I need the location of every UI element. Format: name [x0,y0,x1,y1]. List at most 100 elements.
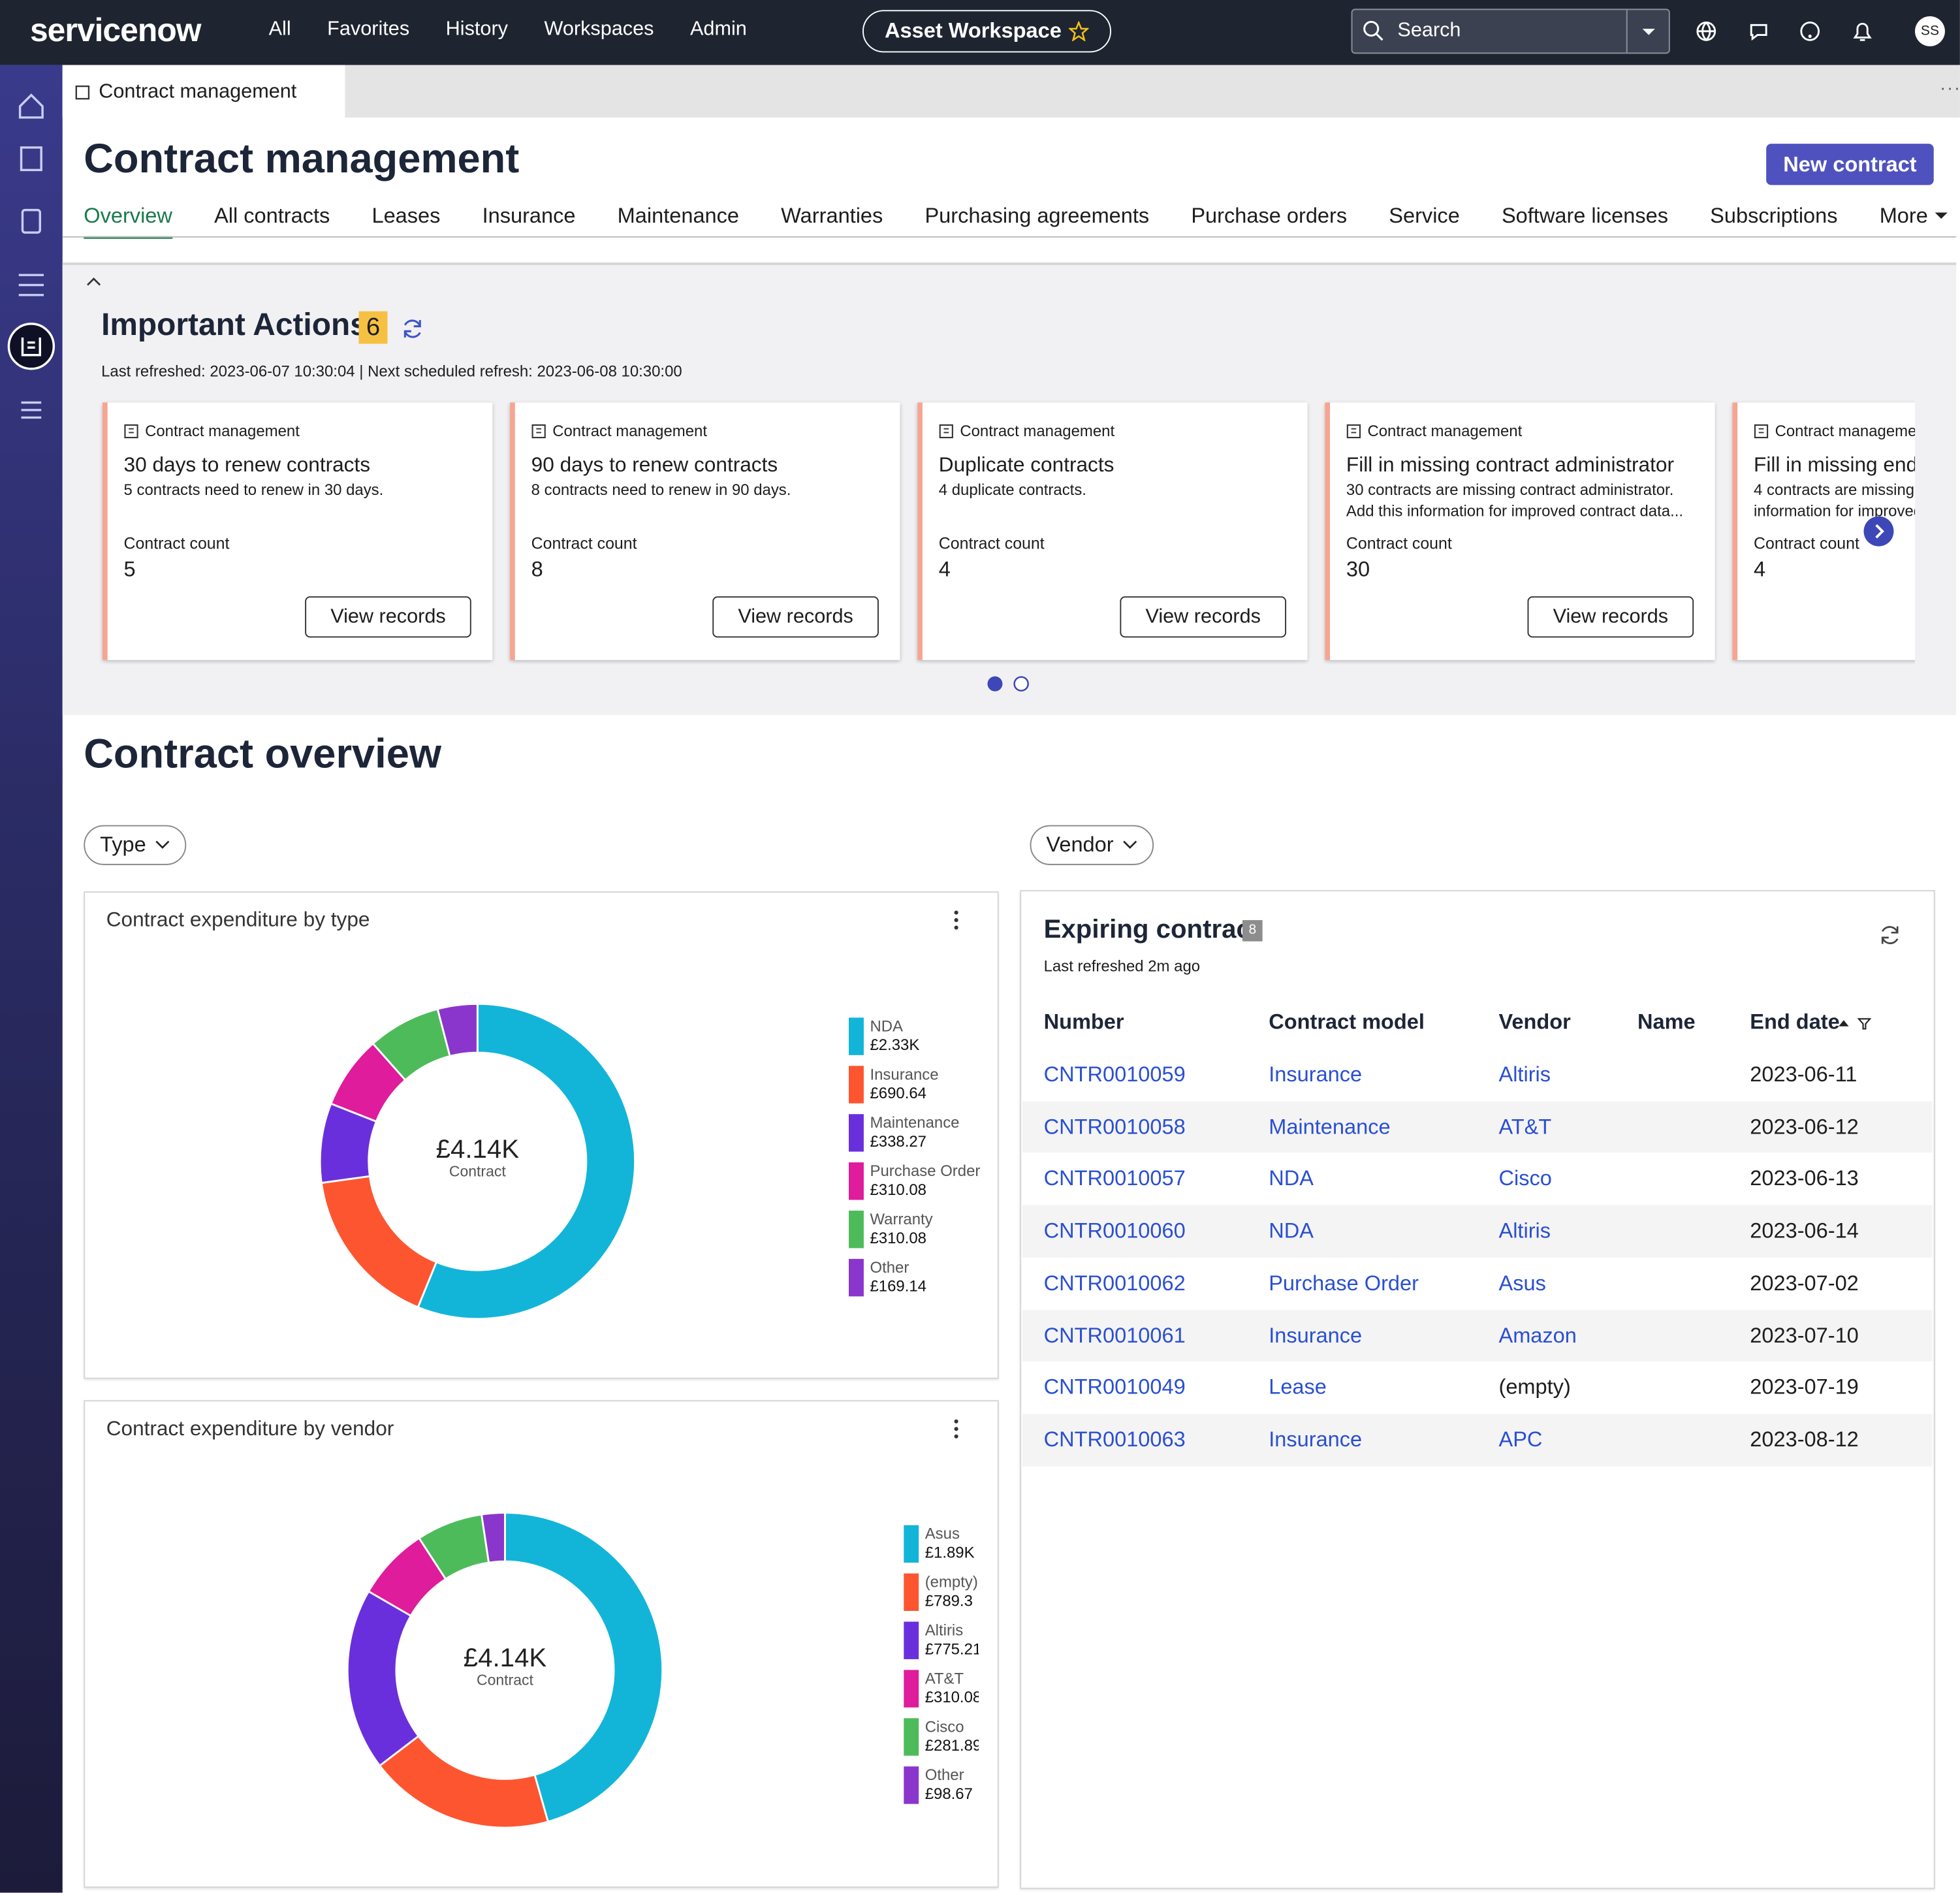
row-stripe [1022,1205,1933,1258]
open-tab-label: Contract management [99,81,297,103]
tabs-divider [62,236,1957,238]
page-tab[interactable]: Maintenance [618,204,739,239]
table-cell[interactable]: CNTR0010049 [1043,1375,1186,1399]
refresh-icon[interactable] [1878,923,1903,947]
column-header[interactable]: Contract model [1269,1010,1425,1034]
table-cell[interactable]: Amazon [1498,1323,1577,1347]
view-records-button[interactable]: View records [1120,596,1287,638]
refresh-icon[interactable] [400,316,425,341]
kebab-dot [954,910,958,915]
page-tab[interactable]: Purchase orders [1191,204,1347,239]
card-source: Contract management [1754,422,1915,440]
view-records-button[interactable]: View records [1527,596,1694,638]
card-count-label: Contract count [123,533,230,553]
card-source: Contract management [531,422,707,440]
column-header[interactable]: Vendor [1498,1010,1571,1034]
avatar[interactable]: SS [1915,16,1945,46]
nav-item[interactable]: Admin [689,18,747,40]
contract-icon[interactable] [7,323,55,370]
dot[interactable] [1013,676,1029,692]
carousel-next[interactable] [1863,516,1894,547]
page-tab[interactable]: Service [1389,204,1460,239]
legend-label: Other [870,1259,909,1277]
table-cell[interactable]: Altiris [1498,1218,1551,1243]
table-cell[interactable]: Insurance [1269,1062,1363,1087]
open-tab[interactable]: Contract management [62,65,345,118]
center-label: £4.14K [464,1643,547,1672]
table-cell[interactable]: APC [1498,1427,1543,1452]
donut-slice [346,1590,420,1767]
filter-pill[interactable]: Type [84,825,186,865]
nav-item[interactable]: All [268,18,291,40]
table-cell[interactable]: Purchase Order [1269,1271,1419,1296]
legend-label: Insurance [870,1066,938,1083]
table-cell[interactable]: Insurance [1269,1323,1363,1347]
table-cell: 2023-06-12 [1750,1115,1859,1139]
page-tab[interactable]: Insurance [482,204,576,239]
page-tab-label: Software licenses [1501,204,1669,228]
table-cell[interactable]: Maintenance [1269,1115,1391,1139]
card-icon [1754,424,1769,439]
filter-pill[interactable]: Vendor [1030,825,1154,865]
table-cell[interactable]: CNTR0010063 [1043,1427,1186,1452]
table-cell[interactable]: Altiris [1498,1062,1551,1087]
table-cell[interactable]: AT&T [1498,1115,1552,1139]
page-tab[interactable]: Leases [371,204,440,239]
table-cell[interactable]: Insurance [1269,1427,1363,1452]
home-icon[interactable] [18,93,44,119]
table-cell[interactable]: NDA [1269,1218,1314,1243]
dot-active[interactable] [987,676,1003,692]
table-cell[interactable]: CNTR0010060 [1043,1218,1186,1243]
page-tab[interactable]: All contracts [214,204,330,239]
table-cell[interactable]: NDA [1269,1166,1314,1191]
page-tab[interactable]: Warranties [781,204,883,239]
nav-item[interactable]: Favorites [327,18,410,40]
nav-item[interactable]: History [445,18,508,40]
logo[interactable]: servicenow [29,11,202,49]
clipboard-icon[interactable] [21,208,41,234]
list-icon[interactable] [21,401,42,419]
table-cell[interactable]: CNTR0010061 [1043,1323,1186,1347]
page-tab[interactable]: Subscriptions [1710,204,1837,239]
new-contract-button[interactable]: New contract [1766,144,1934,185]
card-title: 30 days to renew contracts [123,453,371,477]
column-header[interactable]: Name [1637,1010,1696,1034]
search-dropdown[interactable] [1626,10,1670,53]
card-icon [124,424,138,439]
column-header[interactable]: End date [1750,1010,1840,1034]
table-cell[interactable]: Asus [1498,1271,1546,1296]
help-icon[interactable] [1800,22,1820,41]
view-records-button[interactable]: View records [305,596,471,638]
card-count: 30 [1346,557,1370,582]
bell-icon[interactable] [1853,23,1872,41]
view-records-button[interactable]: View records [712,596,879,638]
table-cell[interactable]: Lease [1269,1375,1327,1399]
table-cell[interactable]: Cisco [1498,1166,1552,1191]
legend-swatch [904,1621,919,1659]
card-count: 8 [531,557,543,582]
actions-count-badge: 6 [358,311,388,344]
table-cell[interactable]: CNTR0010057 [1043,1166,1186,1191]
legend-value: £690.64 [870,1085,926,1102]
page-tab[interactable]: Software licenses [1502,204,1668,239]
chat-icon[interactable] [1750,24,1767,41]
legend-value: £310.08 [925,1689,981,1706]
star-icon[interactable] [1069,21,1089,42]
table-cell[interactable]: CNTR0010059 [1043,1062,1186,1087]
search-box[interactable]: Search [1351,8,1670,54]
table-cell[interactable]: CNTR0010062 [1043,1271,1186,1296]
overflow-dots[interactable]: ··· [1940,77,1960,98]
collapse-icon[interactable] [85,275,103,287]
building-icon[interactable] [20,146,42,172]
workspace-pill[interactable]: Asset Workspace [862,10,1111,53]
chart: Contract expenditure by type £4.14KContra… [106,908,980,1320]
page-tab[interactable]: More [1880,204,1950,239]
legend-swatch [848,1258,864,1297]
column-header[interactable]: Number [1043,1010,1124,1034]
page-tab[interactable]: Purchasing agreements [925,204,1149,239]
table-cell[interactable]: CNTR0010058 [1043,1115,1186,1139]
nav-item[interactable]: Workspaces [544,18,654,40]
sort-filter-icons[interactable] [1836,1015,1876,1030]
legend-value: £169.14 [870,1278,926,1296]
filters-icon[interactable] [18,274,44,296]
